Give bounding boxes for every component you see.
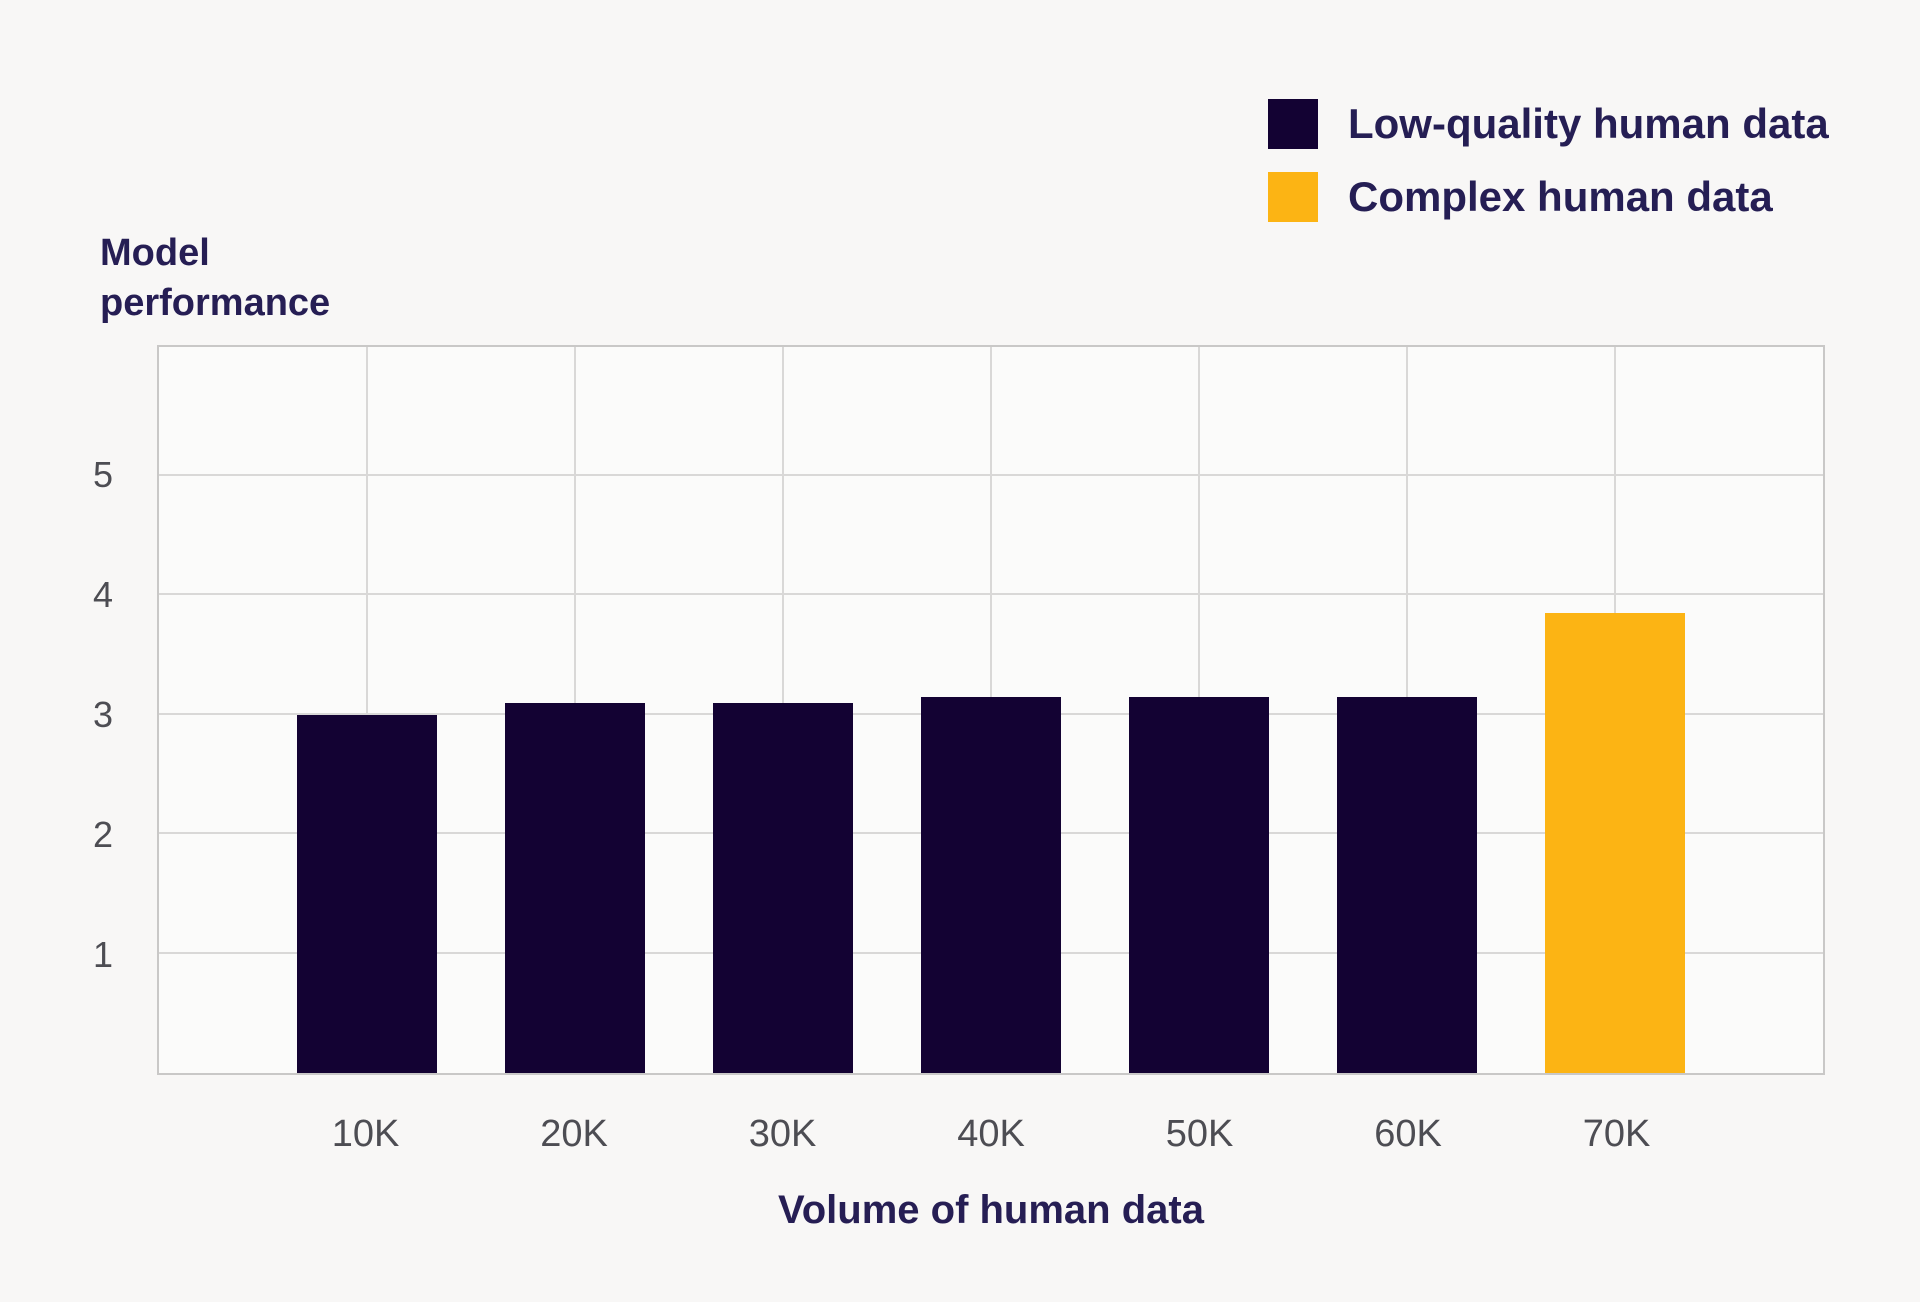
x-axis-tick-labels: 10K 20K 30K 40K 50K 60K 70K	[157, 1075, 1825, 1155]
plot-area	[157, 345, 1825, 1075]
bar-30k	[713, 702, 853, 1073]
y-tick-label: 1	[92, 933, 113, 975]
x-tick-label: 50K	[1165, 1113, 1234, 1155]
legend-item-low-quality: Low-quality human data	[1268, 99, 1829, 149]
bar-60k	[1337, 696, 1477, 1073]
gridline-vertical	[366, 347, 368, 1073]
y-axis-tick-labels: 1 2 3 4 5	[0, 345, 135, 1075]
y-tick-label: 4	[92, 573, 113, 615]
bar-10k	[297, 714, 437, 1073]
chart-legend: Low-quality human data Complex human dat…	[1268, 99, 1829, 245]
legend-label-low-quality: Low-quality human data	[1348, 100, 1829, 147]
x-tick-label: 20K	[540, 1113, 608, 1155]
x-tick-label: 10K	[331, 1113, 400, 1155]
legend-label-complex: Complex human data	[1348, 173, 1773, 220]
bar-50k	[1129, 696, 1269, 1073]
y-tick-label: 3	[92, 693, 113, 735]
x-axis-title: Volume of human data	[778, 1188, 1204, 1232]
legend-swatch-low-quality	[1268, 99, 1318, 149]
bar-40k	[921, 696, 1061, 1073]
y-tick-label: 5	[92, 453, 113, 495]
x-tick-label: 40K	[957, 1113, 1025, 1155]
bar-70k	[1545, 613, 1685, 1073]
legend-swatch-complex	[1268, 172, 1318, 222]
legend-item-complex: Complex human data	[1268, 172, 1829, 222]
x-tick-label: 70K	[1582, 1113, 1651, 1155]
x-tick-label: 30K	[748, 1113, 817, 1155]
bar-20k	[505, 702, 645, 1073]
y-axis-title: Model performance	[100, 232, 331, 324]
y-tick-label: 2	[92, 813, 113, 855]
x-tick-label: 60K	[1374, 1113, 1442, 1155]
